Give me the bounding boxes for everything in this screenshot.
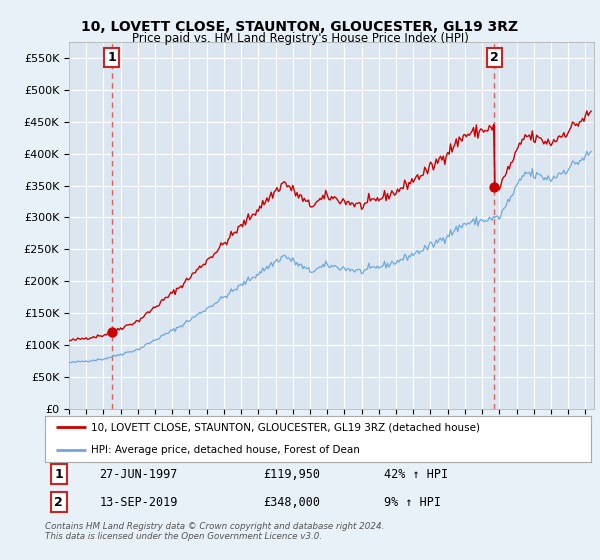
- Text: 9% ↑ HPI: 9% ↑ HPI: [383, 496, 440, 509]
- Text: 27-JUN-1997: 27-JUN-1997: [100, 468, 178, 481]
- Point: [490, 183, 499, 192]
- Text: 2: 2: [54, 496, 63, 509]
- Text: 2: 2: [490, 51, 499, 64]
- Text: 10, LOVETT CLOSE, STAUNTON, GLOUCESTER, GL19 3RZ (detached house): 10, LOVETT CLOSE, STAUNTON, GLOUCESTER, …: [91, 422, 481, 432]
- Text: 1: 1: [54, 468, 63, 481]
- Text: Price paid vs. HM Land Registry's House Price Index (HPI): Price paid vs. HM Land Registry's House …: [131, 32, 469, 45]
- Text: £348,000: £348,000: [263, 496, 320, 509]
- Text: 13-SEP-2019: 13-SEP-2019: [100, 496, 178, 509]
- Text: 42% ↑ HPI: 42% ↑ HPI: [383, 468, 448, 481]
- Text: HPI: Average price, detached house, Forest of Dean: HPI: Average price, detached house, Fore…: [91, 445, 360, 455]
- Point: [107, 328, 116, 337]
- Text: 1: 1: [107, 51, 116, 64]
- Text: 10, LOVETT CLOSE, STAUNTON, GLOUCESTER, GL19 3RZ: 10, LOVETT CLOSE, STAUNTON, GLOUCESTER, …: [82, 20, 518, 34]
- Text: £119,950: £119,950: [263, 468, 320, 481]
- Text: Contains HM Land Registry data © Crown copyright and database right 2024.
This d: Contains HM Land Registry data © Crown c…: [45, 522, 385, 542]
